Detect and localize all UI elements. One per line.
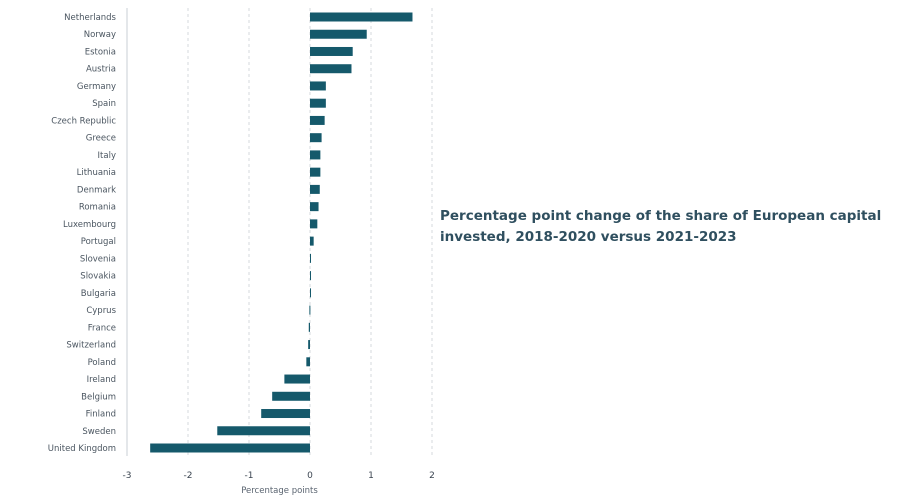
category-label: Austria [86, 65, 116, 75]
bars [150, 12, 413, 453]
chart-title: Percentage point change of the share of … [440, 208, 882, 245]
category-label: Italy [98, 151, 116, 161]
category-label: Romania [79, 203, 116, 213]
bar [310, 150, 321, 160]
category-labels: Netherlands Norway Estonia Austria Germany Sp… [48, 13, 117, 454]
bar [310, 236, 314, 246]
bar [261, 409, 310, 419]
x-tick-label: -2 [184, 471, 193, 481]
bar [308, 322, 310, 332]
category-label: Slovakia [80, 272, 116, 282]
bar [217, 426, 310, 436]
x-tick-label: -1 [245, 471, 254, 481]
category-label: Norway [84, 30, 116, 40]
category-label: Lithuania [77, 168, 116, 178]
x-tick-label: 0 [307, 471, 313, 481]
category-label: Ireland [87, 375, 116, 385]
bar [310, 167, 321, 177]
bar [310, 271, 311, 281]
bar [306, 357, 310, 367]
category-label: Poland [88, 358, 116, 368]
category-label: Bulgaria [81, 289, 116, 299]
bar [310, 98, 326, 108]
bar [150, 443, 310, 453]
category-label: Netherlands [64, 13, 116, 23]
bar [310, 202, 319, 212]
x-tick-label: -3 [123, 471, 132, 481]
category-label: Denmark [77, 185, 116, 195]
category-label: Cyprus [86, 306, 116, 316]
bar [310, 29, 367, 39]
category-label: Switzerland [66, 341, 116, 351]
category-label: Spain [92, 99, 116, 109]
category-label: Greece [86, 134, 116, 144]
x-tick-labels: -3 -2 -1 0 1 2 [123, 471, 435, 481]
x-tick-label: 2 [429, 471, 435, 481]
gridlines [187, 8, 433, 456]
category-label: Finland [86, 410, 116, 420]
category-label: Czech Republic [51, 116, 116, 126]
category-label: France [88, 323, 116, 333]
bar [310, 46, 353, 56]
category-label: Sweden [82, 427, 116, 437]
bar [310, 253, 311, 263]
bar [309, 305, 311, 315]
bar [310, 115, 325, 125]
bar [308, 340, 310, 350]
bar [310, 12, 413, 22]
x-axis-label: Percentage points [241, 486, 318, 496]
x-tick-label: 1 [368, 471, 374, 481]
category-label: Portugal [81, 237, 116, 247]
category-label: Belgium [81, 392, 116, 402]
bar [310, 288, 311, 298]
bar [284, 374, 310, 384]
category-label: United Kingdom [48, 444, 116, 454]
bar [310, 219, 318, 229]
category-label: Estonia [85, 47, 116, 57]
bar [310, 133, 322, 143]
category-label: Slovenia [80, 254, 116, 264]
bar [310, 81, 326, 91]
bar [272, 391, 310, 401]
bar [310, 64, 352, 74]
bar [310, 184, 320, 194]
category-label: Germany [77, 82, 116, 92]
category-label: Luxembourg [63, 220, 116, 230]
